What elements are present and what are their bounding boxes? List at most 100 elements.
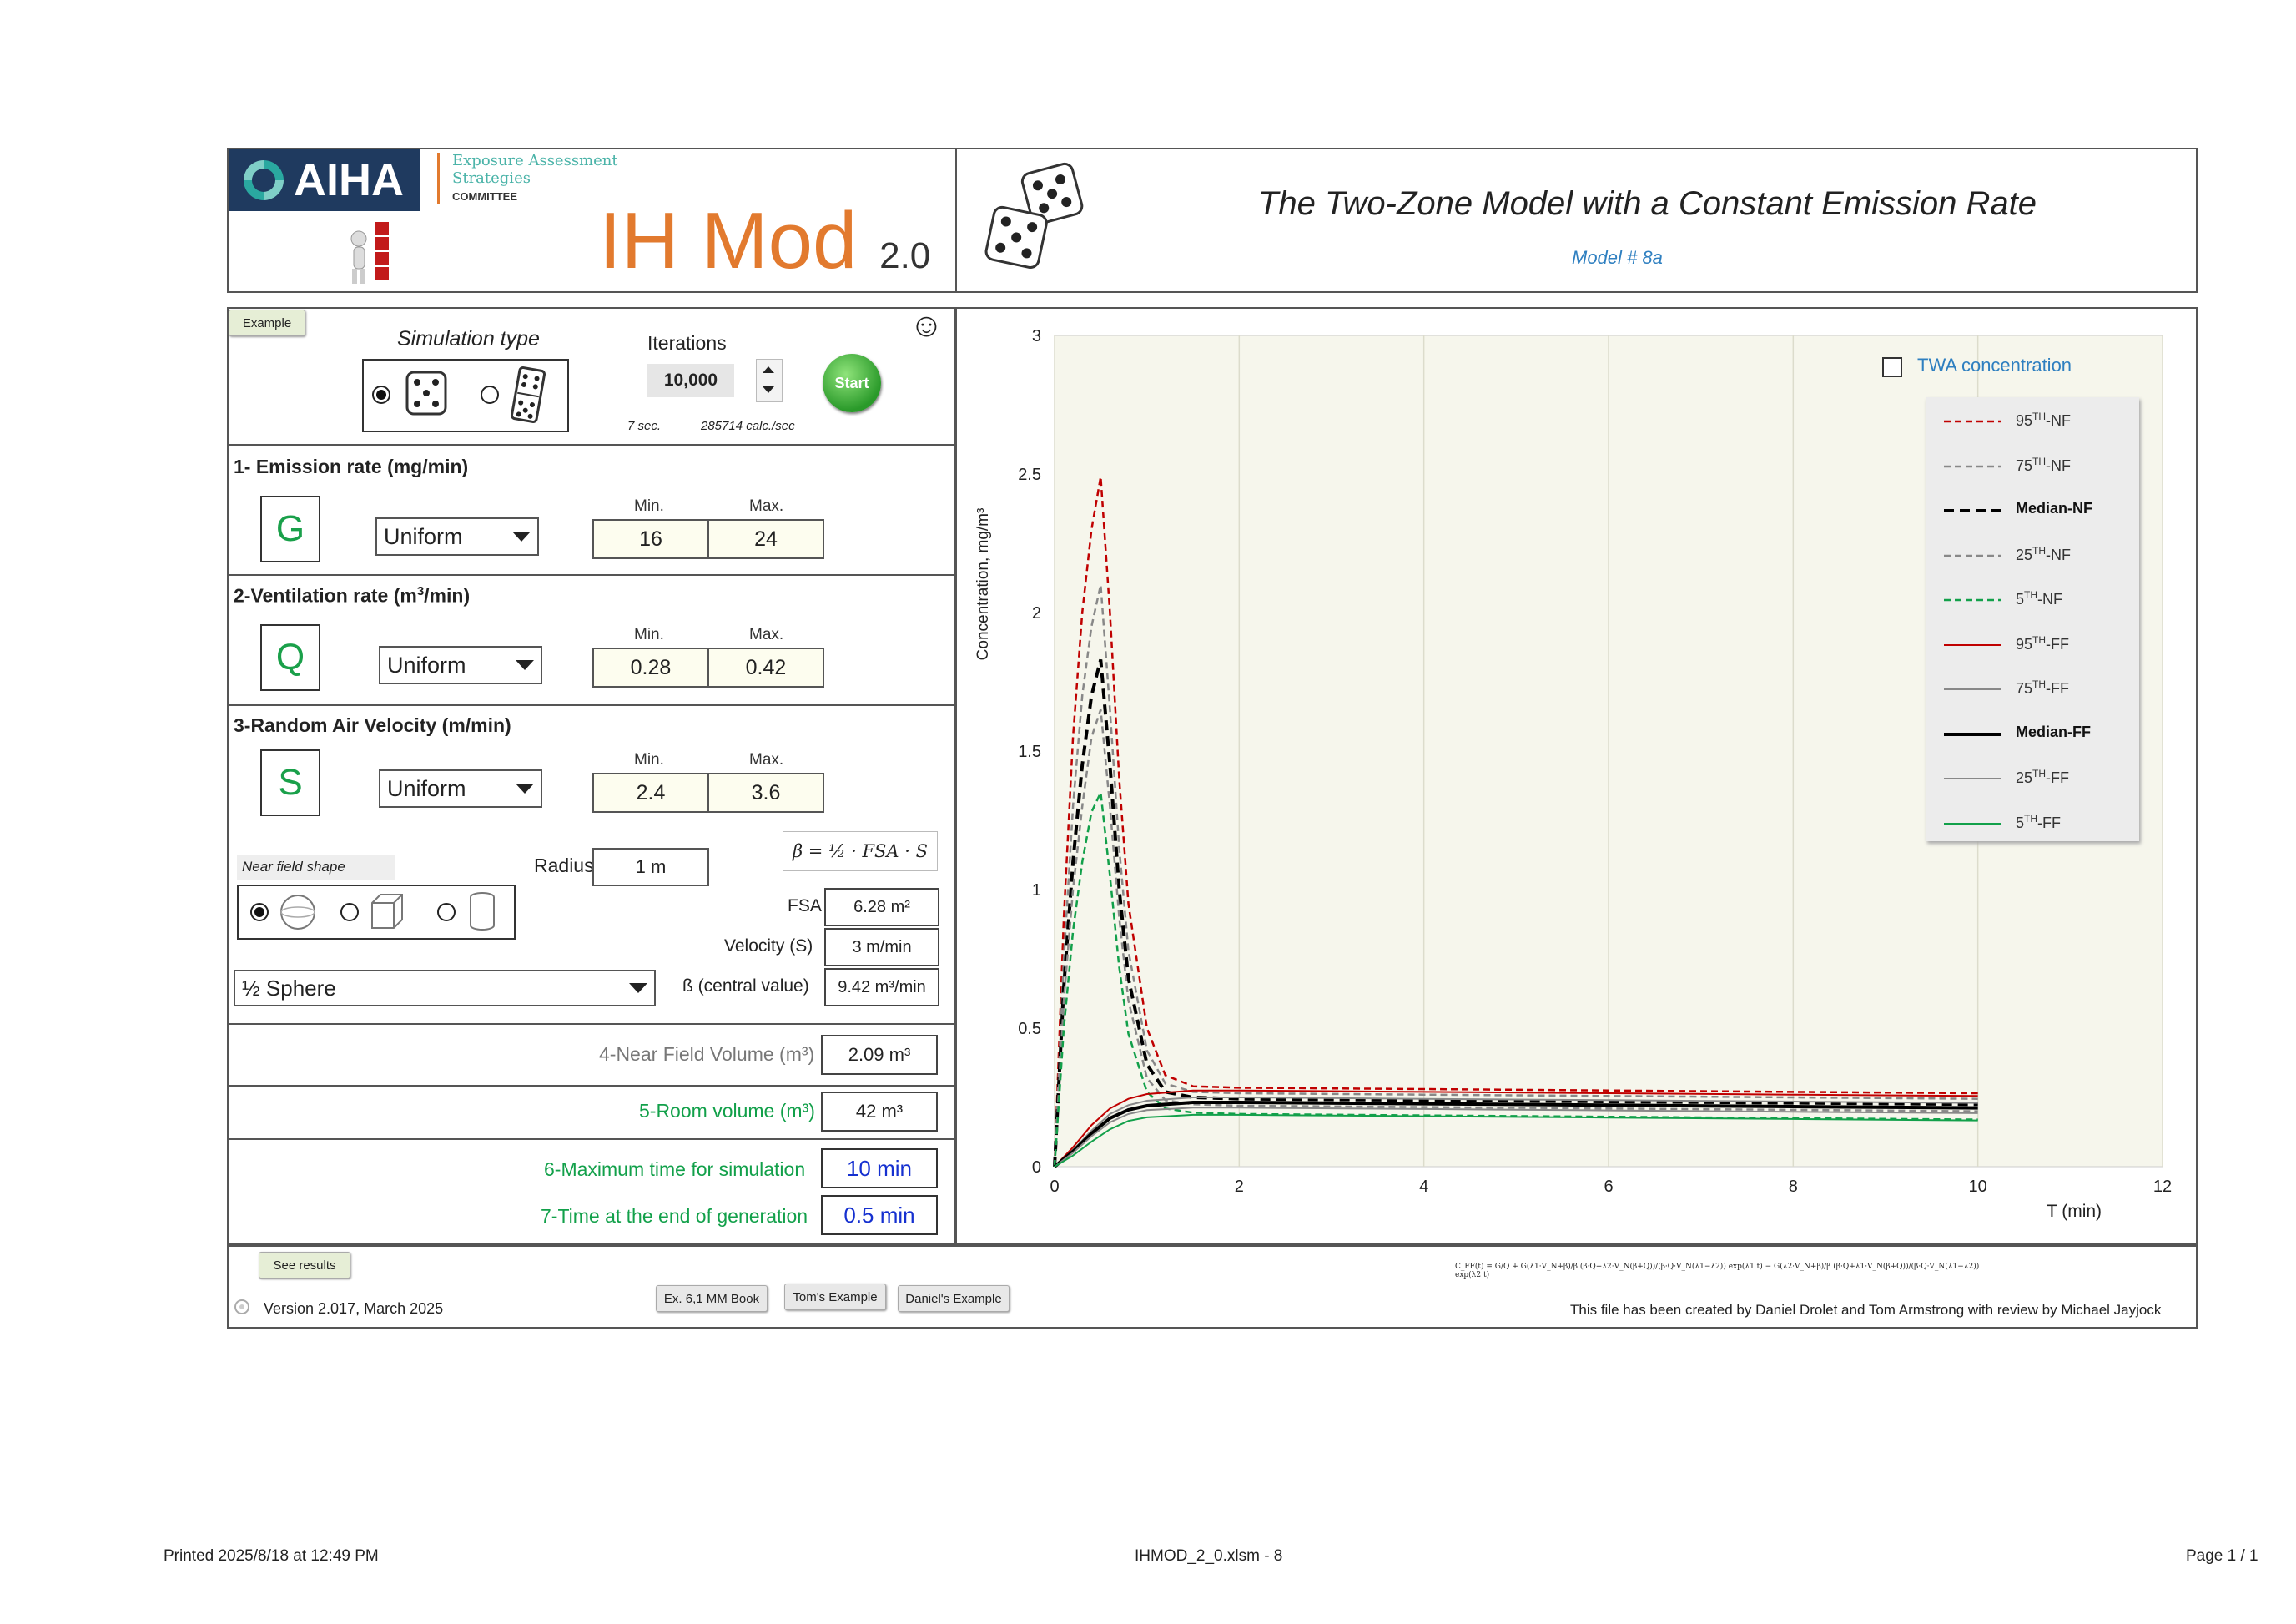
page-number: Page 1 / 1: [2186, 1547, 2258, 1565]
timing-rate: 285714 calc./sec: [701, 419, 795, 433]
legend-label-base: 75: [2016, 456, 2033, 474]
file-name: IHMOD_2_0.xlsm - 8: [1135, 1547, 1283, 1565]
start-button[interactable]: Start: [823, 354, 881, 412]
legend-swatch: [1944, 554, 2001, 557]
legend-label-base: 75: [2016, 680, 2033, 697]
y-tick-label: 2: [1032, 604, 1041, 623]
chart-legend: [1926, 397, 2139, 841]
legend-label: 5TH-FF: [2016, 813, 2061, 832]
air-velocity-max-label: Max.: [749, 751, 784, 769]
emission-max-input[interactable]: 24: [707, 519, 824, 559]
legend-label: 95TH-NF: [2016, 411, 2071, 430]
tom-example-button[interactable]: Tom's Example: [784, 1284, 886, 1310]
see-results-button[interactable]: See results: [259, 1252, 350, 1279]
emission-distribution-dropdown[interactable]: Uniform: [375, 517, 539, 556]
air-velocity-distribution-dropdown[interactable]: Uniform: [379, 769, 542, 808]
iterations-spinner[interactable]: [756, 359, 783, 402]
nf-volume-label: 4-Near Field Volume (m³): [599, 1043, 815, 1065]
aiha-logo-icon: [244, 160, 284, 200]
chevron-down-icon: [629, 983, 647, 993]
emission-title: 1- Emission rate (mg/min): [234, 456, 469, 477]
series-line-5th-nf: [1053, 789, 1978, 1168]
gen-time-input[interactable]: 0.5 min: [821, 1195, 938, 1235]
twa-checkbox[interactable]: [1882, 357, 1902, 377]
radio-cylinder[interactable]: [437, 903, 456, 921]
series-line-25th-ff: [1054, 1107, 1978, 1168]
ex6-button[interactable]: Ex. 6,1 MM Book: [656, 1285, 768, 1312]
series-line-median-nf: [1053, 658, 1978, 1168]
app-version: 2.0: [879, 235, 931, 276]
radio-monte-carlo[interactable]: [372, 386, 390, 404]
legend-label: 5TH-NF: [2016, 589, 2062, 608]
legend-label-sup: TH: [2032, 544, 2047, 557]
radio-deterministic[interactable]: [481, 386, 499, 404]
shape-dropdown-value: ½ Sphere: [242, 975, 336, 1001]
legend-label-base: 5: [2016, 814, 2025, 831]
radio-half-sphere[interactable]: [250, 903, 269, 921]
beta-formula-text: β = ½ · FSA · S: [792, 841, 928, 861]
legend-label-sup: TH: [2032, 678, 2047, 690]
shape-dropdown[interactable]: ½ Sphere: [234, 970, 656, 1006]
legend-label-tail: -FF: [2046, 680, 2070, 697]
legend-label-base: Median-FF: [2016, 723, 2091, 740]
committee-line1: Exposure Assessment: [452, 152, 618, 169]
legend-swatch: [1944, 778, 2001, 779]
max-time-label: 6-Maximum time for simulation: [544, 1158, 806, 1180]
domino-icon: [510, 366, 546, 423]
legend-swatch: [1944, 509, 2001, 512]
emission-min-input[interactable]: 16: [592, 519, 709, 559]
legend-label: 25TH-FF: [2016, 768, 2069, 787]
emission-letter: G: [260, 496, 320, 562]
series-line-95th-ff: [1054, 1089, 1978, 1168]
emission-min-label: Min.: [634, 497, 664, 515]
divider-sim: [227, 444, 955, 446]
printed-date: Printed 2025/8/18 at 12:49 PM: [164, 1547, 379, 1565]
legend-item: 75TH-NF: [1916, 454, 2132, 479]
spinner-up-icon[interactable]: [763, 366, 774, 373]
spinner-down-icon[interactable]: [763, 386, 774, 393]
smiley-icon[interactable]: ☺: [909, 307, 944, 344]
twa-checkbox-label[interactable]: TWA concentration: [1917, 355, 2072, 376]
radio-box[interactable]: [340, 903, 359, 921]
version-text: Version 2.017, March 2025: [264, 1300, 444, 1317]
ventilation-min-input[interactable]: 0.28: [592, 648, 709, 688]
air-velocity-max-input[interactable]: 3.6: [707, 773, 824, 813]
example-button[interactable]: Example: [229, 310, 305, 336]
ventilation-distribution-dropdown[interactable]: Uniform: [379, 646, 542, 684]
dice-icon: [984, 162, 1084, 270]
divider-5: [227, 1138, 955, 1140]
emission-max-label: Max.: [749, 497, 784, 515]
velocity-value: 3 m/min: [824, 928, 939, 966]
fsa-label: FSA: [788, 896, 822, 915]
legend-label-sup: TH: [2024, 812, 2038, 825]
series-line-median-ff: [1053, 1101, 1978, 1168]
y-tick-label: 1: [1032, 881, 1041, 900]
y-tick-label: 0: [1032, 1158, 1041, 1177]
y-axis-label: Concentration, mg/m³: [974, 508, 992, 661]
legend-label: 25TH-NF: [2016, 545, 2071, 564]
legend-label-sup: TH: [2024, 589, 2038, 601]
ventilation-max-input[interactable]: 0.42: [707, 648, 824, 688]
fsa-value: 6.28 m²: [824, 888, 939, 926]
iterations-label: Iterations: [647, 332, 727, 354]
committee-divider: [437, 153, 440, 204]
y-tick-label: 0.5: [1018, 1020, 1041, 1038]
app-name: IH Mod 2.0: [599, 195, 930, 287]
radius-input[interactable]: 1 m: [592, 848, 709, 886]
x-tick-label: 12: [2153, 1178, 2172, 1196]
legend-label-sup: TH: [2032, 411, 2047, 422]
ventilation-max-label: Max.: [749, 626, 784, 643]
radius-label: Radius: [534, 855, 594, 876]
legend-label-base: 25: [2016, 769, 2033, 786]
series-line-75th-ff: [1054, 1097, 1978, 1168]
daniel-example-button[interactable]: Daniel's Example: [898, 1285, 1010, 1312]
room-volume-value[interactable]: 42 m³: [821, 1092, 938, 1132]
air-velocity-min-input[interactable]: 2.4: [592, 773, 709, 813]
divider-4: [227, 1085, 955, 1087]
legend-label-base: 95: [2016, 412, 2033, 429]
info-circle-icon: [234, 1299, 249, 1314]
gen-time-label: 7-Time at the end of generation: [541, 1205, 808, 1227]
iterations-value[interactable]: 10,000: [647, 364, 734, 397]
max-time-input[interactable]: 10 min: [821, 1148, 938, 1188]
beta-label: ß (central value): [682, 976, 809, 996]
